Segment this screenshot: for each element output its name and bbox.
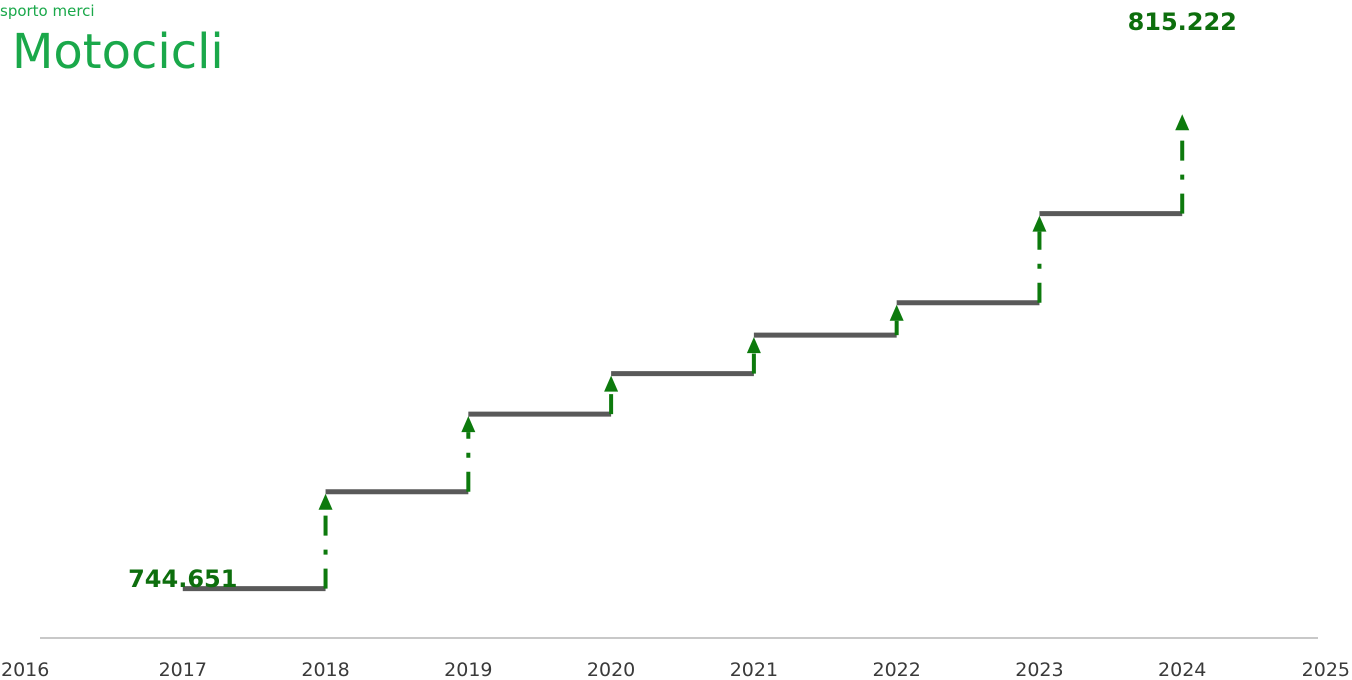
increase-arrow-head bbox=[746, 337, 761, 354]
x-tick-label: 2019 bbox=[444, 659, 492, 680]
increase-arrow-head bbox=[318, 493, 333, 510]
increase-arrow-head bbox=[889, 304, 904, 321]
x-tick-label: 2017 bbox=[159, 659, 207, 680]
x-tick-label: 2024 bbox=[1158, 659, 1206, 680]
increase-arrow-head bbox=[604, 375, 619, 392]
x-tick-label: 2025 bbox=[1302, 659, 1350, 680]
data-label: 744.651 bbox=[128, 565, 237, 593]
increase-arrow-head bbox=[1032, 215, 1047, 232]
x-tick-label: 2018 bbox=[301, 659, 349, 680]
x-tick-label: 2020 bbox=[587, 659, 635, 680]
x-tick-label: 2022 bbox=[872, 659, 920, 680]
data-label: 815.222 bbox=[1128, 8, 1237, 36]
chart-supertitle: sporto merci bbox=[0, 2, 95, 20]
chart-title: Motocicli bbox=[12, 24, 224, 80]
increase-arrow-head bbox=[1175, 114, 1190, 131]
x-tick-label: 2016 bbox=[1, 659, 49, 680]
increase-arrow-head bbox=[461, 416, 476, 433]
x-tick-label: 2023 bbox=[1015, 659, 1063, 680]
x-tick-label: 2021 bbox=[730, 659, 778, 680]
